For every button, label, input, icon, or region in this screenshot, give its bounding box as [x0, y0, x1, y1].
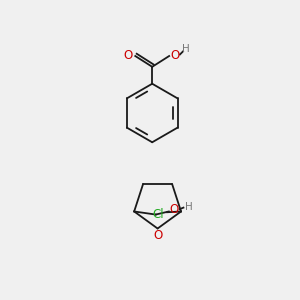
Text: O: O [153, 229, 162, 242]
Text: H: H [182, 44, 190, 54]
Text: O: O [124, 49, 133, 62]
Text: O: O [169, 203, 179, 216]
Text: O: O [171, 49, 180, 62]
Text: Cl: Cl [152, 208, 164, 221]
Text: H: H [185, 202, 193, 212]
